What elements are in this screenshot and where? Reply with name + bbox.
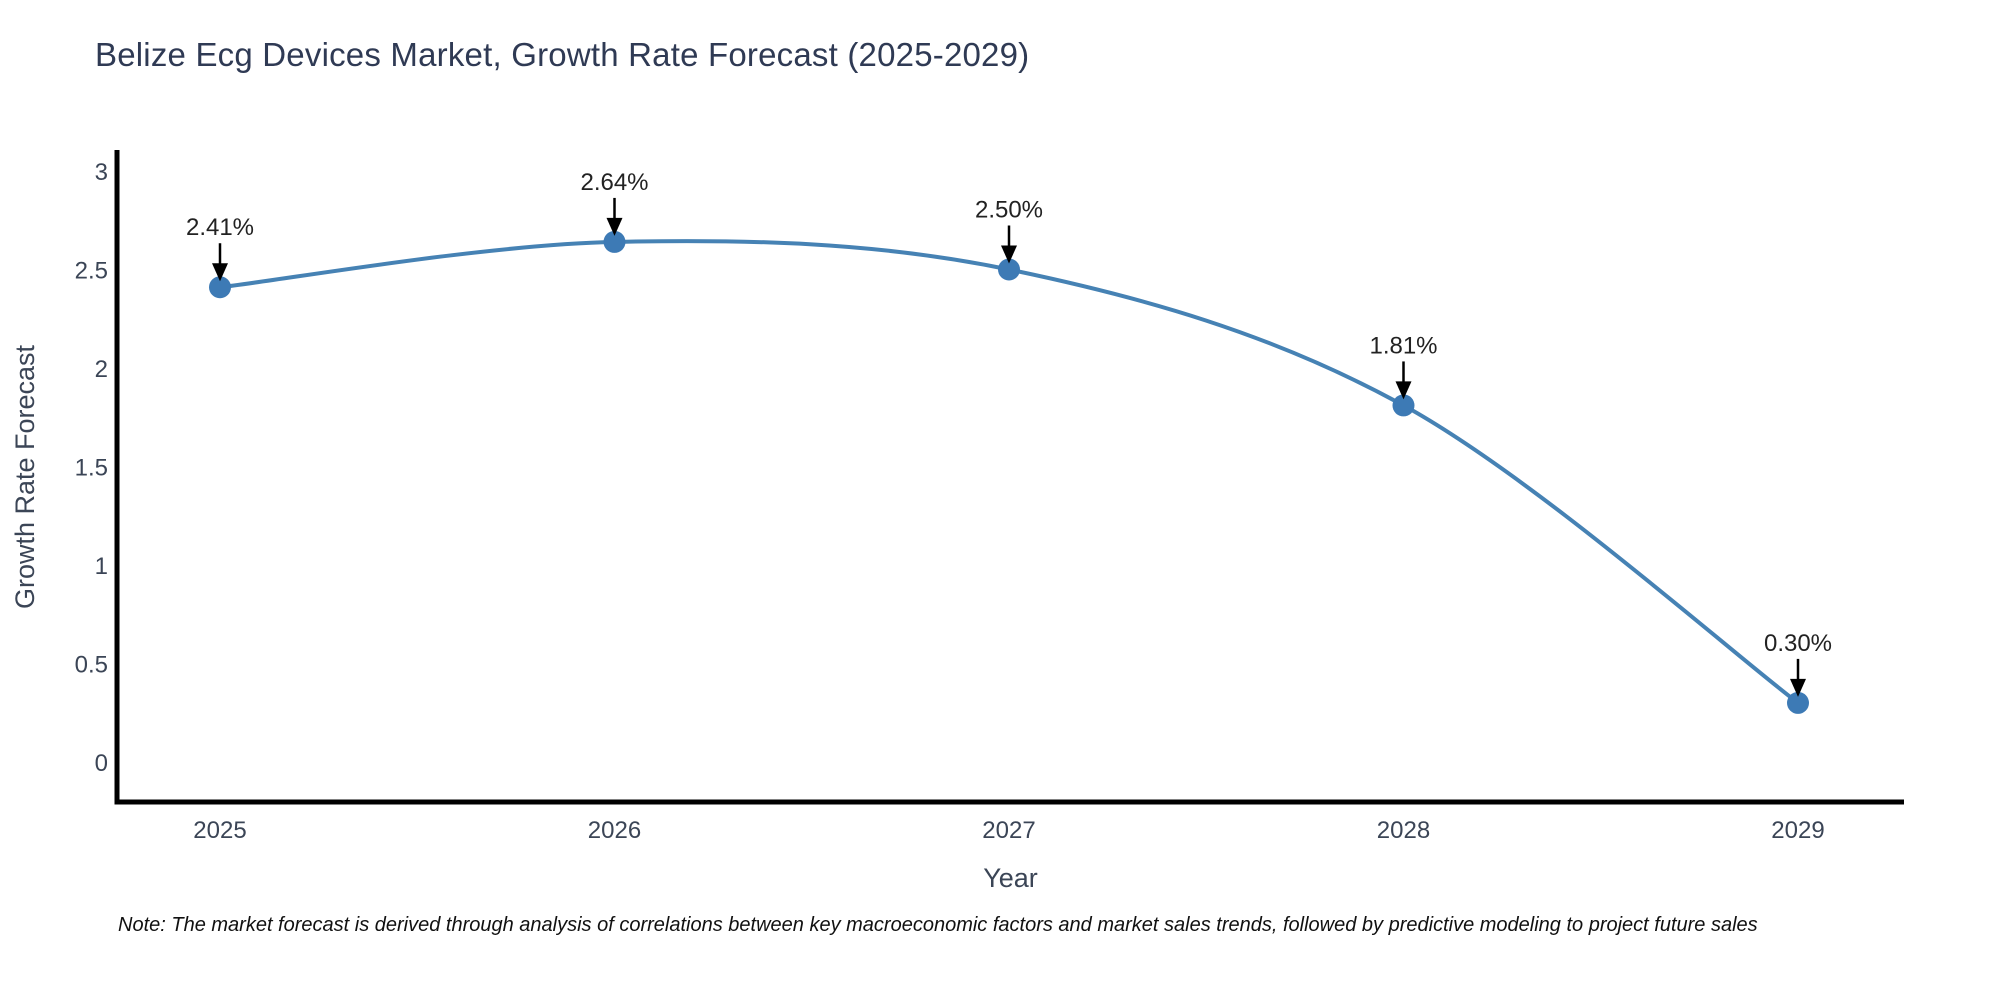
y-tick-label: 0 bbox=[95, 750, 108, 777]
y-tick-label: 1.5 bbox=[75, 455, 108, 482]
y-tick-label: 2 bbox=[95, 356, 108, 383]
data-point bbox=[209, 276, 231, 299]
annotation-label: 0.30% bbox=[1764, 630, 1832, 657]
data-point bbox=[603, 230, 626, 253]
footnote: Note: The market forecast is derived thr… bbox=[118, 914, 1758, 936]
x-tick-label: 2025 bbox=[193, 817, 246, 844]
annotation-label: 2.50% bbox=[975, 197, 1043, 224]
annotation-label: 2.41% bbox=[186, 214, 254, 241]
data-point bbox=[1392, 394, 1415, 417]
trend-line bbox=[218, 239, 1800, 705]
annotation-arrowhead bbox=[1001, 245, 1017, 264]
y-tick-label: 1 bbox=[95, 553, 108, 580]
y-tick-label: 0.5 bbox=[75, 652, 108, 679]
annotation-label: 2.64% bbox=[580, 169, 648, 196]
y-tick-label: 3 bbox=[95, 159, 108, 186]
x-tick-label: 2029 bbox=[1771, 817, 1824, 844]
x-tick-label: 2027 bbox=[982, 817, 1035, 844]
x-axis-title: Year bbox=[983, 863, 1038, 893]
annotation-arrowhead bbox=[1790, 678, 1806, 697]
annotation-label: 1.81% bbox=[1369, 332, 1437, 359]
annotation-arrowhead bbox=[1395, 381, 1412, 400]
y-axis-title: Growth Rate Forecast bbox=[10, 344, 40, 609]
x-tick-label: 2026 bbox=[588, 817, 641, 844]
annotation-arrowhead bbox=[606, 217, 623, 236]
data-point bbox=[1787, 691, 1809, 714]
y-tick-label: 2.5 bbox=[75, 258, 108, 285]
chart-title: Belize Ecg Devices Market, Growth Rate F… bbox=[95, 36, 1030, 73]
x-tick-label: 2028 bbox=[1377, 817, 1430, 844]
data-point bbox=[998, 258, 1020, 281]
annotation-arrowhead bbox=[212, 263, 228, 282]
